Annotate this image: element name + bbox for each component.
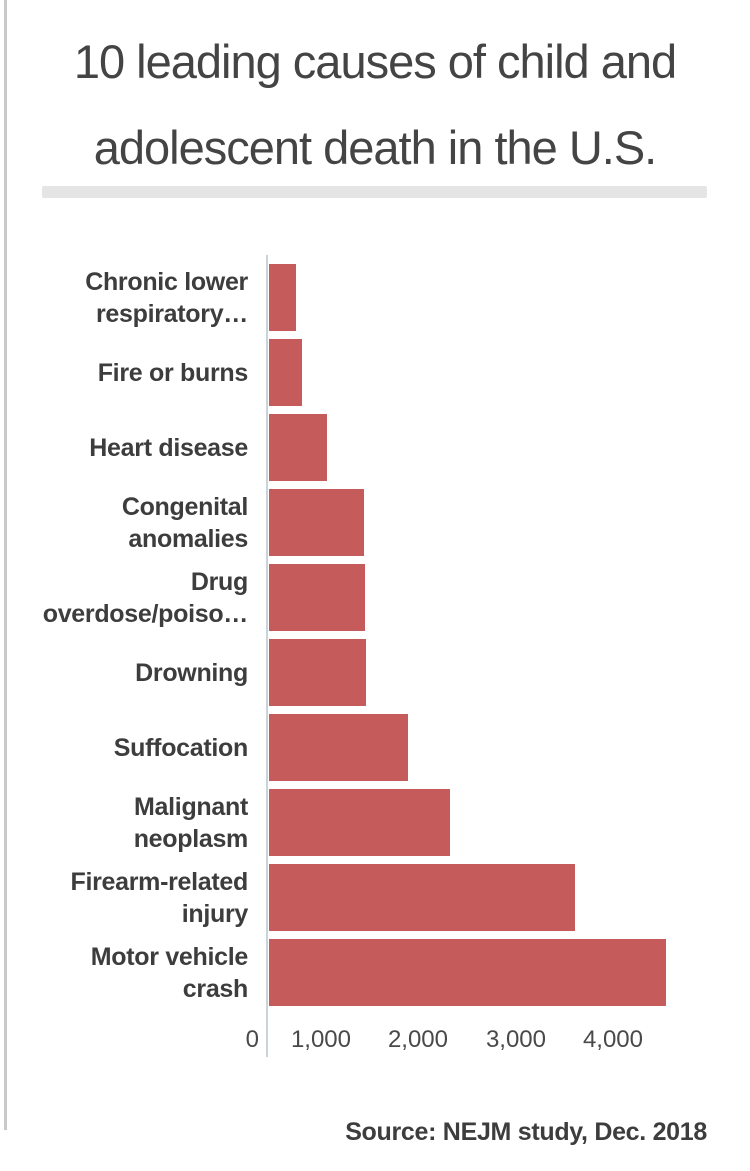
- bar: [269, 264, 296, 331]
- bar: [269, 864, 575, 931]
- category-label: Congenital anomalies: [121, 492, 248, 553]
- x-axis-tick-label: 0: [245, 1026, 259, 1053]
- bar: [269, 339, 302, 406]
- x-axis-tick-label: 4,000: [582, 1026, 643, 1053]
- bar: [269, 789, 450, 856]
- bar: [269, 639, 366, 706]
- y-axis-line: [266, 255, 268, 1057]
- chart-title-line2: adolescent death in the U.S.: [93, 121, 658, 174]
- bar: [269, 714, 408, 781]
- chart-title: 10 leading causes of child and adolescen…: [42, 19, 708, 191]
- bar: [269, 414, 327, 481]
- category-label: Firearm-related injury: [70, 867, 248, 928]
- left-border-line: [4, 0, 7, 1130]
- category-label: Drowning: [135, 658, 248, 687]
- category-label: Motor vehicle crash: [90, 942, 249, 1003]
- x-axis-tick-label: 1,000: [290, 1026, 351, 1053]
- bar: [269, 564, 365, 631]
- bar: [269, 489, 364, 556]
- category-label: Heart disease: [89, 433, 248, 462]
- category-label: Drug overdose/poiso…: [42, 567, 249, 628]
- category-label: Malignant neoplasm: [133, 792, 249, 853]
- x-axis-tick-label: 2,000: [387, 1026, 448, 1053]
- category-label: Suffocation: [113, 733, 249, 762]
- category-label: Chronic lower respiratory…: [85, 267, 248, 328]
- source-credit: Source: NEJM study, Dec. 2018: [345, 1118, 707, 1146]
- title-divider: [42, 186, 707, 198]
- x-axis-tick-label: 3,000: [485, 1026, 546, 1053]
- category-label: Fire or burns: [97, 358, 249, 387]
- bar: [269, 939, 666, 1006]
- chart-title-line1: 10 leading causes of child and: [73, 35, 677, 88]
